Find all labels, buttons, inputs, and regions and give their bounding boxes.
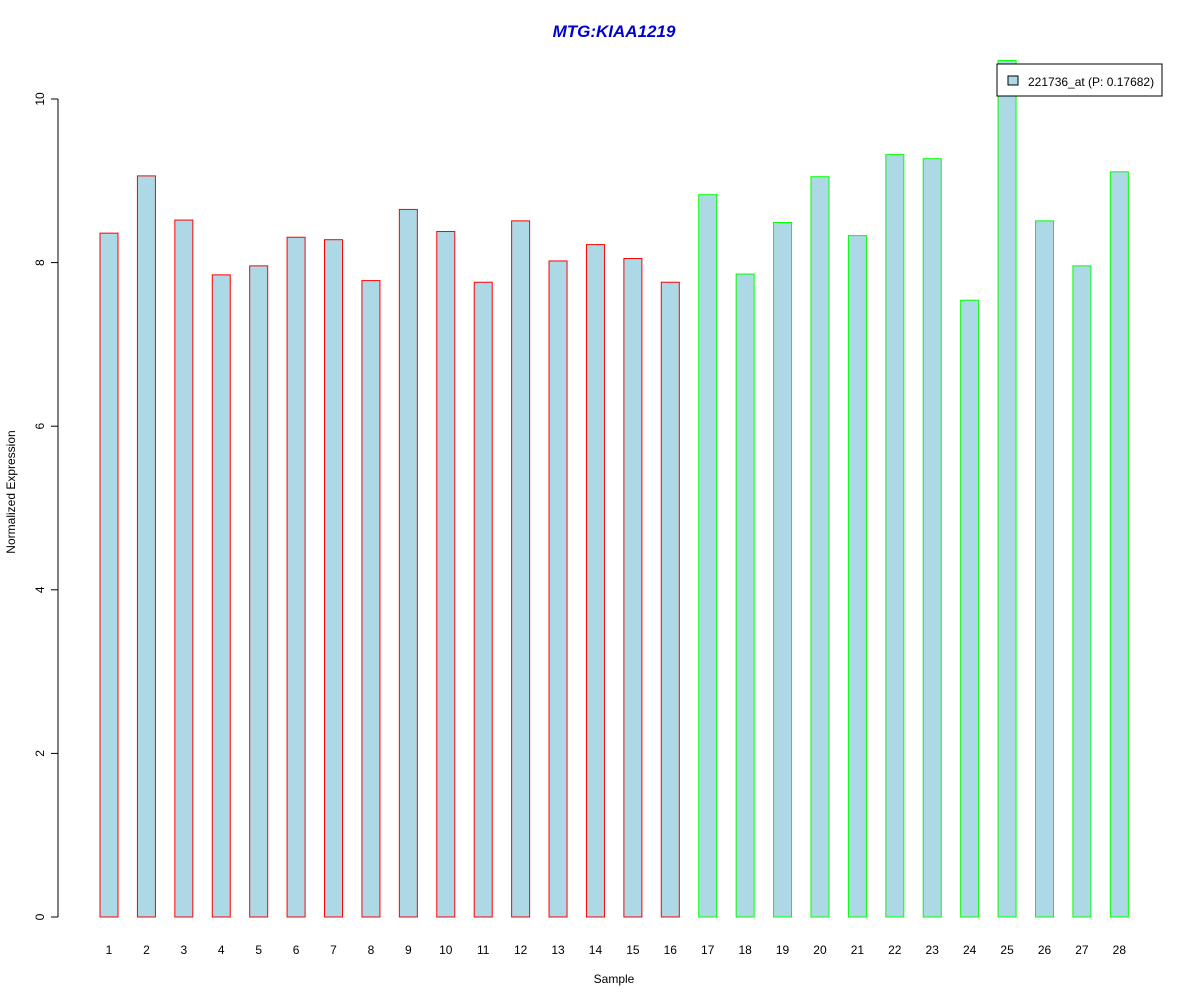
- x-tick-label: 9: [405, 943, 412, 957]
- x-tick-label: 26: [1038, 943, 1052, 957]
- x-tick-label: 7: [330, 943, 337, 957]
- bar-sample-17: [698, 194, 718, 918]
- x-tick-label: 8: [368, 943, 375, 957]
- x-tick-label: 23: [926, 943, 940, 957]
- y-tick-label: 4: [33, 586, 47, 593]
- bar-sample-5: [249, 265, 269, 918]
- bar-sample-26: [1035, 220, 1054, 918]
- bars-group: [99, 60, 1129, 918]
- x-tick-label: 16: [664, 943, 678, 957]
- bar-sample-11: [473, 281, 493, 918]
- y-axis: 0 2 4 6 8 10: [33, 92, 59, 920]
- bar-sample-13: [548, 260, 568, 918]
- bar-sample-18: [735, 273, 755, 918]
- bar-sample-4: [211, 274, 231, 918]
- x-tick-label: 15: [626, 943, 640, 957]
- x-tick-label: 12: [514, 943, 528, 957]
- bar-sample-19: [773, 222, 793, 918]
- bar-sample-12: [511, 220, 531, 918]
- bar-sample-6: [286, 236, 306, 918]
- x-tick-labels: 1 2 3 4 5 6 7 8 9 10 11 12 13 14 15 16 17 18 19 20 21 22 23 24 2…: [106, 943, 1127, 957]
- y-tick-label: 2: [33, 750, 47, 757]
- bar-sample-2: [136, 175, 156, 918]
- bar-sample-15: [623, 258, 643, 918]
- x-tick-label: 27: [1075, 943, 1089, 957]
- x-tick-label: 17: [701, 943, 715, 957]
- x-tick-label: 14: [589, 943, 603, 957]
- x-tick-label: 3: [180, 943, 187, 957]
- bar-sample-24: [960, 299, 980, 918]
- x-tick-label: 11: [477, 943, 490, 957]
- x-tick-label: 25: [1000, 943, 1014, 957]
- bar-sample-9: [398, 208, 418, 918]
- bar-sample-27: [1072, 265, 1092, 918]
- chart-title: MTG:KIAA1219: [553, 22, 676, 41]
- bar-sample-20: [810, 176, 830, 918]
- x-tick-label: 1: [106, 943, 113, 957]
- x-tick-label: 18: [738, 943, 752, 957]
- bar-sample-8: [361, 280, 381, 918]
- bar-sample-23: [922, 158, 942, 918]
- bar-sample-14: [585, 244, 605, 918]
- y-tick-label: 8: [33, 259, 47, 266]
- y-tick-label: 0: [33, 913, 47, 920]
- legend-box: [996, 63, 1163, 97]
- legend-label: 221736_at (P: 0.17682): [1028, 75, 1154, 89]
- x-tick-label: 4: [218, 943, 225, 957]
- y-tick-label: 6: [33, 423, 47, 430]
- bar-sample-22: [885, 154, 905, 918]
- bar-sample-1: [99, 232, 119, 918]
- bar-sample-10: [436, 231, 456, 918]
- x-tick-label: 24: [963, 943, 977, 957]
- x-tick-label: 22: [888, 943, 902, 957]
- legend: 221736_at (P: 0.17682): [996, 63, 1163, 97]
- x-tick-label: 20: [813, 943, 827, 957]
- x-tick-label: 19: [776, 943, 790, 957]
- y-tick-label: 10: [33, 92, 47, 106]
- x-tick-label: 2: [143, 943, 150, 957]
- x-tick-label: 6: [293, 943, 300, 957]
- bar-sample-7: [324, 239, 344, 918]
- bar-sample-28: [1109, 171, 1129, 918]
- bar-sample-3: [174, 219, 194, 918]
- x-tick-label: 10: [439, 943, 453, 957]
- y-axis-label: Normalized Expression: [4, 430, 18, 553]
- bar-sample-21: [847, 235, 867, 918]
- bar-sample-16: [660, 281, 680, 918]
- x-tick-label: 28: [1113, 943, 1127, 957]
- x-tick-label: 21: [851, 943, 865, 957]
- x-tick-label: 13: [551, 943, 565, 957]
- x-tick-label: 5: [255, 943, 262, 957]
- x-axis-label: Sample: [594, 972, 635, 986]
- bar-sample-25: [997, 60, 1017, 918]
- legend-swatch: [1007, 75, 1019, 86]
